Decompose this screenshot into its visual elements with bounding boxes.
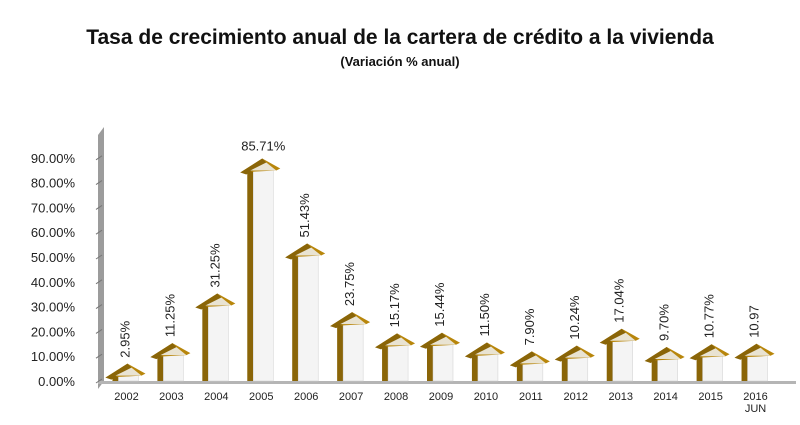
y-tick-label: 10.00% [31, 349, 76, 364]
x-tick-label: 2016 [743, 391, 767, 403]
data-label: 31.25% [207, 243, 222, 288]
x-tick-label: 2008 [384, 391, 408, 403]
data-label: 9.70% [657, 304, 672, 341]
y-tick-mark [95, 155, 103, 161]
data-label: 7.90% [522, 308, 537, 345]
bar-arrow [734, 343, 775, 382]
y-tick-label: 30.00% [31, 300, 76, 315]
x-tick-label: 2015 [698, 391, 722, 403]
bar-arrow [689, 344, 730, 382]
x-tick-label: 2012 [564, 391, 588, 403]
x-tick-label: 2007 [339, 391, 363, 403]
bar-arrow [195, 293, 236, 382]
chart-subtitle: (Variación % anual) [340, 54, 460, 69]
bar-arrow [285, 243, 326, 382]
x-tick-label: 2002 [114, 391, 138, 403]
bar-arrow [150, 343, 191, 382]
chart-title: Tasa de crecimiento anual de la cartera … [86, 26, 714, 49]
y-tick-label: 80.00% [31, 176, 76, 191]
y-tick-mark [95, 204, 103, 210]
y-tick-mark [95, 378, 103, 384]
bar-arrow [240, 158, 281, 382]
bar-arrow [599, 328, 640, 382]
data-label: 11.25% [162, 294, 177, 338]
x-tick-label: 2006 [294, 391, 318, 403]
y-tick-mark [95, 254, 103, 260]
data-label: 10.97 [747, 305, 762, 338]
x-tick-label: 2013 [608, 391, 632, 403]
bar-arrow [375, 333, 416, 382]
y-tick-mark [95, 353, 103, 359]
bar-arrow [330, 312, 371, 382]
data-label: 10.77% [702, 294, 717, 339]
x-tick-label: 2010 [474, 391, 498, 403]
bar-arrow [509, 351, 550, 382]
x-tick-label: JUN [745, 403, 766, 415]
x-tick-label: 2004 [204, 391, 228, 403]
y-tick-mark [95, 180, 103, 186]
data-label: 2.95% [117, 320, 132, 357]
x-tick-label: 2014 [653, 391, 677, 403]
data-label: 15.17% [387, 283, 402, 328]
data-label: 10.24% [567, 295, 582, 340]
y-tick-mark [95, 304, 103, 310]
y-tick-label: 20.00% [31, 324, 76, 339]
bar-arrow [464, 342, 505, 382]
chart-wall [98, 127, 104, 389]
y-tick-label: 50.00% [31, 250, 76, 265]
y-tick-mark [95, 279, 103, 285]
data-label: 23.75% [342, 262, 357, 307]
bar-arrow [105, 363, 146, 382]
data-label: 11.50% [477, 293, 492, 337]
y-tick-mark [95, 328, 103, 334]
y-tick-label: 40.00% [31, 275, 76, 290]
data-label: 17.04% [612, 278, 627, 323]
x-tick-label: 2009 [429, 391, 453, 403]
y-tick-label: 60.00% [31, 225, 76, 240]
bar-arrow [644, 346, 685, 382]
x-tick-label: 2003 [159, 391, 183, 403]
data-label: 85.71% [241, 138, 286, 153]
x-tick-label: 2005 [249, 391, 273, 403]
data-label: 15.44% [432, 282, 447, 327]
x-tick-label: 2011 [519, 391, 543, 403]
y-tick-label: 90.00% [31, 151, 76, 166]
y-tick-mark [95, 229, 103, 235]
chart-floor-edge [98, 381, 796, 384]
bar-arrow [554, 345, 595, 382]
y-tick-label: 70.00% [31, 200, 76, 215]
data-label: 51.43% [297, 193, 312, 238]
y-tick-label: 0.00% [38, 374, 75, 389]
bar-arrow [420, 332, 460, 382]
